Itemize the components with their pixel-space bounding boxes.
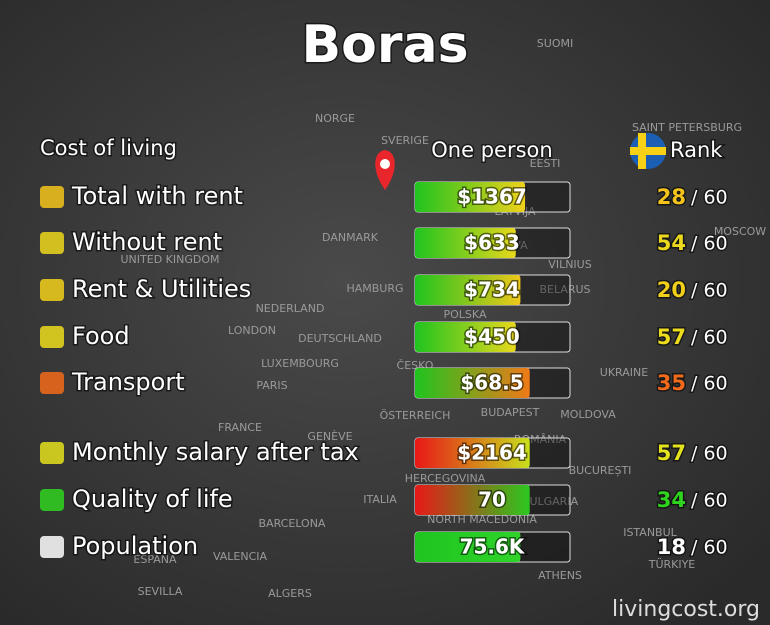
bar <box>415 438 530 468</box>
rank-total: / 60 <box>691 537 728 559</box>
map-label: EESTI <box>530 157 561 170</box>
map-label: ISTANBUL <box>623 526 677 539</box>
map-label: BUDAPEST <box>481 406 540 419</box>
rank-total: / 60 <box>691 233 728 255</box>
map-label: LUXEMBOURG <box>261 357 339 370</box>
row-icon <box>40 186 64 208</box>
bar <box>415 368 530 398</box>
bar-value: $633 <box>464 231 520 255</box>
location-pin <box>375 150 395 190</box>
map-label: DEUTSCHLAND <box>298 332 382 345</box>
bar-value: $1367 <box>457 185 527 209</box>
column-header: One person <box>431 138 552 162</box>
map-label: PARIS <box>256 379 287 392</box>
bar <box>415 275 521 305</box>
rank: 34 <box>657 488 686 512</box>
row-icon <box>40 536 64 558</box>
flag-stripe <box>638 133 646 169</box>
row-icon <box>40 279 64 301</box>
map-label: HERCEGOVINA <box>405 472 486 485</box>
map-label: POLSKA <box>444 308 487 321</box>
map-label: VALENCIA <box>213 550 268 563</box>
map-label: ALGERS <box>268 587 312 600</box>
map-label: HAMBURG <box>346 282 403 295</box>
row-label: Monthly salary after tax <box>72 438 359 466</box>
title: Boras <box>301 15 468 75</box>
bar <box>415 532 521 562</box>
map-label: UNITED KINGDOM <box>121 253 220 266</box>
footer: livingcost.org <box>612 597 760 622</box>
row-label: Total with rent <box>71 182 243 210</box>
rank: 57 <box>657 325 686 349</box>
bar-value: $68.5 <box>460 371 523 395</box>
map-label: SEVILLA <box>138 585 183 598</box>
bar-value: $734 <box>464 278 520 302</box>
row-label: Transport <box>71 368 185 396</box>
pin-dot <box>380 159 390 169</box>
row-icon <box>40 232 64 254</box>
map-label: NEDERLAND <box>256 302 325 315</box>
map-label: NORGE <box>315 112 355 125</box>
section-header: Cost of living <box>40 136 177 160</box>
row-label: Quality of life <box>72 485 233 513</box>
rank-total: / 60 <box>691 373 728 395</box>
row-label: Without rent <box>72 228 222 256</box>
map-label: SUOMI <box>537 37 573 50</box>
map-label: BUCUREȘTI <box>569 464 632 477</box>
rank-total: / 60 <box>691 490 728 512</box>
map-label: ATHENS <box>538 569 582 582</box>
map-label: TÜRKIYE <box>648 558 696 571</box>
rank-total: / 60 <box>691 280 728 302</box>
bar <box>415 322 516 352</box>
flag-stripe <box>630 147 666 155</box>
bar-value: 75.6K <box>460 535 526 559</box>
map-label: SAINT PETERSBURG <box>632 121 742 134</box>
rank-total: / 60 <box>691 443 728 465</box>
map-label: FRANCE <box>218 421 262 434</box>
row-icon <box>40 372 64 394</box>
row-label: Food <box>72 322 130 350</box>
rank: 28 <box>657 185 686 209</box>
bar <box>415 228 516 258</box>
map-label: MOSCOW <box>714 225 766 238</box>
rank: 20 <box>657 278 686 302</box>
map-label: BULGARIA <box>522 495 579 508</box>
rank: 35 <box>657 371 686 395</box>
map-label: SVERIGE <box>381 134 429 147</box>
map-label: DANMARK <box>322 231 379 244</box>
map-label: UKRAINE <box>600 366 648 379</box>
bar <box>415 485 530 515</box>
row-icon <box>40 326 64 348</box>
map-label: LONDON <box>228 324 276 337</box>
row-label: Population <box>72 532 198 560</box>
rank-total: / 60 <box>691 187 728 209</box>
rank: 54 <box>657 231 686 255</box>
map-label: GENÈVE <box>307 430 352 443</box>
map-label: NORTH MACEDONIA <box>427 513 537 526</box>
rank-total: / 60 <box>691 327 728 349</box>
rank: 18 <box>657 535 686 559</box>
map-label: ÖSTERREICH <box>380 409 451 422</box>
column-header: Rank <box>670 138 723 162</box>
map-label: ITALIA <box>363 493 397 506</box>
map-label: VILNIUS <box>548 258 591 271</box>
map-label: BARCELONA <box>259 517 326 530</box>
bar-value: $450 <box>464 325 520 349</box>
row-label: Rent & Utilities <box>72 275 251 303</box>
bar-value: 70 <box>478 488 506 512</box>
map-label: MOLDOVA <box>560 408 616 421</box>
bar <box>415 182 526 212</box>
map-label: ESPAÑA <box>133 553 177 566</box>
rank: 57 <box>657 441 686 465</box>
bar-value: $2164 <box>457 441 527 465</box>
map-label: BELARUS <box>539 283 590 296</box>
row-icon <box>40 489 64 511</box>
row-icon <box>40 442 64 464</box>
